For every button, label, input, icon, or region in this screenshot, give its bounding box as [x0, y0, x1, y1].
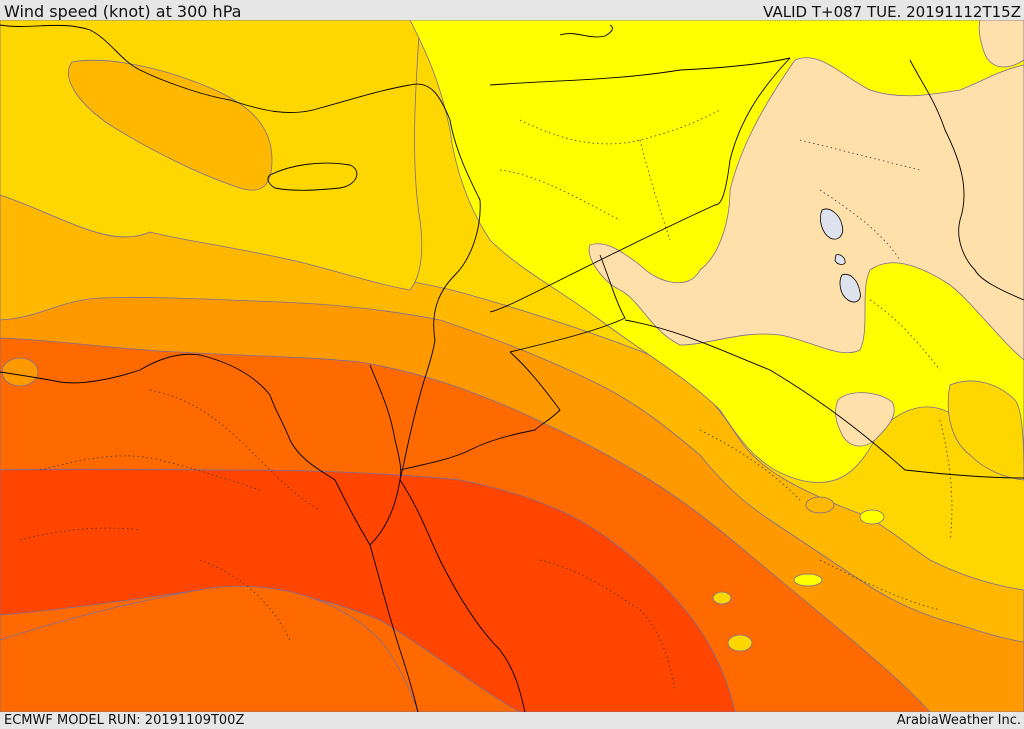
model-run: ECMWF MODEL RUN: 20191109T00Z [4, 713, 245, 728]
band-20-40-ne [978, 20, 1024, 68]
band-20-40 [588, 57, 1024, 361]
contour-blob [1, 357, 39, 387]
band-120-140-lower [0, 585, 419, 712]
map-title: Wind speed (knot) at 300 hPa [4, 2, 242, 21]
lake [820, 208, 844, 240]
band-80-100-aegean [68, 59, 273, 191]
contour-blob [805, 496, 835, 514]
wind-speed-map [0, 20, 1024, 712]
contour-blob [727, 634, 753, 652]
lake [834, 254, 846, 265]
footer-bar [0, 712, 1024, 729]
band-20-40-blob [835, 392, 895, 447]
lake [839, 273, 861, 303]
borders [369, 57, 1024, 481]
coastlines [0, 24, 613, 712]
brand-label: ArabiaWeather Inc. [896, 713, 1021, 728]
valid-time: VALID T+087 TUE. 20191112T15Z [763, 3, 1021, 21]
admin-boundaries [19, 109, 953, 691]
header-bar [0, 0, 1024, 20]
contour-blob [859, 509, 885, 525]
contour-blob [712, 591, 732, 605]
contour-blob [793, 573, 823, 587]
